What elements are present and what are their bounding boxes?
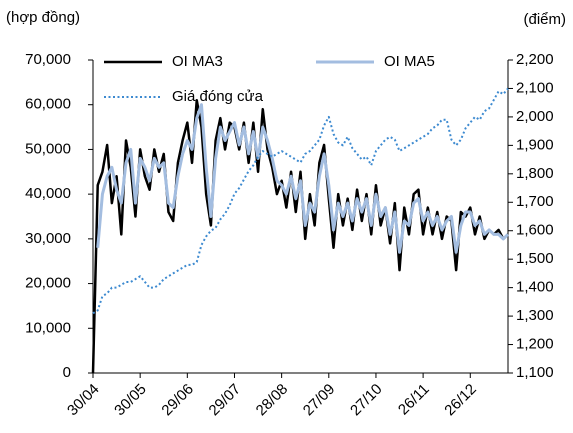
y2-tick-label: 1,700	[516, 193, 554, 210]
y2-tick-label: 1,600	[516, 222, 554, 239]
series-line	[91, 98, 509, 374]
y-tick-label: 20,000	[25, 275, 71, 292]
x-tick-label: 30/04	[64, 381, 103, 420]
y2-tick-label: 1,200	[516, 336, 554, 353]
y-tick-label: 10,000	[25, 319, 71, 336]
series-line	[96, 103, 510, 254]
x-tick-label: 29/07	[206, 381, 245, 420]
y2-tick-label: 2,200	[516, 51, 554, 68]
x-tick-label: 30/05	[111, 381, 150, 420]
y-tick-label: 70,000	[25, 51, 71, 68]
y-axis-label: (hợp đồng)	[6, 9, 80, 26]
x-tick-label: 27/09	[300, 381, 339, 420]
x-tick-label: 28/08	[253, 381, 292, 420]
y2-tick-label: 2,100	[516, 79, 554, 96]
y2-tick-label: 1,300	[516, 307, 554, 324]
y2-tick-label: 1,800	[516, 165, 554, 182]
y2-tick-label: 1,500	[516, 250, 554, 267]
x-tick-label: 27/10	[347, 381, 386, 420]
y2-tick-label: 1,900	[516, 136, 554, 153]
x-tick-label: 26/11	[395, 381, 433, 419]
y-tick-label: 60,000	[25, 96, 71, 113]
legend-label: Giá đóng cửa	[172, 88, 264, 105]
series-line	[92, 87, 509, 315]
y-tick-label: 50,000	[25, 140, 71, 157]
y2-tick-label: 1,100	[516, 364, 554, 381]
x-tick-label: 29/06	[158, 381, 197, 420]
legend-label: OI MA3	[172, 53, 223, 70]
y-tick-label: 0	[63, 364, 71, 381]
legend-label: OI MA5	[384, 53, 435, 70]
y-tick-label: 40,000	[25, 185, 71, 202]
x-tick-label: 26/12	[441, 381, 480, 420]
y-tick-label: 30,000	[25, 230, 71, 247]
y2-tick-label: 2,000	[516, 108, 554, 125]
y2-axis-label: (điểm)	[523, 11, 566, 28]
y2-tick-label: 1,400	[516, 279, 554, 296]
